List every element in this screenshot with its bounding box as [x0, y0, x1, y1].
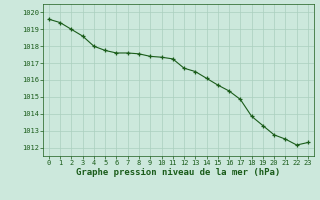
X-axis label: Graphe pression niveau de la mer (hPa): Graphe pression niveau de la mer (hPa) [76, 168, 281, 177]
